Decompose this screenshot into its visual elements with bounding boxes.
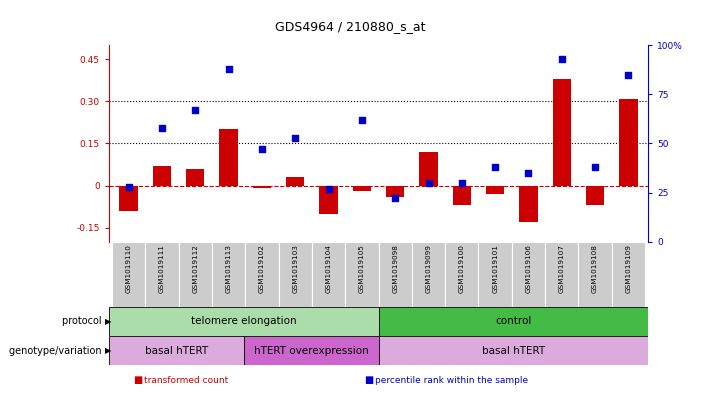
Bar: [186, 169, 205, 185]
Point: [622, 72, 634, 78]
Text: GSM1019110: GSM1019110: [125, 244, 132, 292]
Text: GSM1019104: GSM1019104: [325, 244, 332, 292]
Text: GSM1019112: GSM1019112: [192, 244, 198, 292]
Bar: [552, 79, 571, 185]
Point: [456, 180, 468, 186]
Text: basal hTERT: basal hTERT: [144, 346, 207, 356]
Text: ▶: ▶: [105, 317, 111, 326]
Bar: [578, 242, 612, 307]
Text: GSM1019105: GSM1019105: [359, 244, 365, 292]
Bar: [353, 185, 371, 191]
Point: [523, 170, 534, 176]
Text: GSM1019108: GSM1019108: [592, 244, 598, 292]
Bar: [345, 242, 379, 307]
Bar: [379, 242, 412, 307]
Bar: [153, 166, 171, 185]
Bar: [320, 185, 338, 214]
Text: ■: ■: [365, 375, 374, 385]
Bar: [312, 242, 345, 307]
Bar: [445, 242, 479, 307]
Point: [257, 146, 268, 152]
Text: transformed count: transformed count: [144, 376, 228, 385]
Point: [323, 185, 334, 192]
Text: telomere elongation: telomere elongation: [191, 316, 297, 326]
Bar: [545, 242, 578, 307]
Bar: [479, 242, 512, 307]
Text: protocol: protocol: [62, 316, 105, 326]
Point: [590, 164, 601, 170]
Text: GSM1019100: GSM1019100: [459, 244, 465, 292]
Bar: [109, 336, 244, 365]
Bar: [512, 242, 545, 307]
Bar: [219, 129, 238, 185]
Bar: [586, 185, 604, 205]
Bar: [453, 185, 471, 205]
Text: basal hTERT: basal hTERT: [482, 346, 545, 356]
Point: [123, 184, 135, 190]
Text: hTERT overexpression: hTERT overexpression: [254, 346, 369, 356]
Bar: [119, 185, 138, 211]
Bar: [109, 307, 379, 336]
Text: GSM1019113: GSM1019113: [226, 244, 231, 292]
Point: [290, 134, 301, 141]
Bar: [212, 242, 245, 307]
Text: ■: ■: [133, 375, 142, 385]
Text: GSM1019098: GSM1019098: [392, 244, 398, 292]
Bar: [112, 242, 145, 307]
Bar: [619, 99, 638, 185]
Bar: [612, 242, 645, 307]
Point: [556, 56, 567, 62]
Bar: [278, 242, 312, 307]
Point: [190, 107, 201, 113]
Bar: [386, 185, 404, 197]
Text: percentile rank within the sample: percentile rank within the sample: [375, 376, 528, 385]
Point: [223, 66, 234, 72]
Text: GSM1019099: GSM1019099: [426, 244, 432, 292]
Text: control: control: [496, 316, 531, 326]
Bar: [379, 307, 648, 336]
Text: genotype/variation: genotype/variation: [9, 346, 105, 356]
Bar: [179, 242, 212, 307]
Point: [489, 164, 501, 170]
Bar: [519, 185, 538, 222]
Text: GSM1019107: GSM1019107: [559, 244, 565, 292]
Text: GSM1019111: GSM1019111: [159, 244, 165, 292]
Text: GSM1019102: GSM1019102: [259, 244, 265, 292]
Bar: [286, 177, 304, 185]
Bar: [253, 185, 271, 188]
Point: [423, 180, 434, 186]
Point: [390, 195, 401, 202]
Text: GSM1019109: GSM1019109: [625, 244, 632, 292]
Bar: [419, 152, 437, 185]
Text: GDS4964 / 210880_s_at: GDS4964 / 210880_s_at: [275, 20, 426, 33]
Point: [356, 117, 367, 123]
Bar: [244, 336, 379, 365]
Bar: [245, 242, 278, 307]
Bar: [412, 242, 445, 307]
Text: GSM1019106: GSM1019106: [526, 244, 531, 292]
Text: GSM1019101: GSM1019101: [492, 244, 498, 292]
Bar: [145, 242, 179, 307]
Bar: [379, 336, 648, 365]
Text: GSM1019103: GSM1019103: [292, 244, 298, 292]
Text: ▶: ▶: [105, 346, 111, 355]
Point: [156, 125, 168, 131]
Bar: [486, 185, 504, 194]
